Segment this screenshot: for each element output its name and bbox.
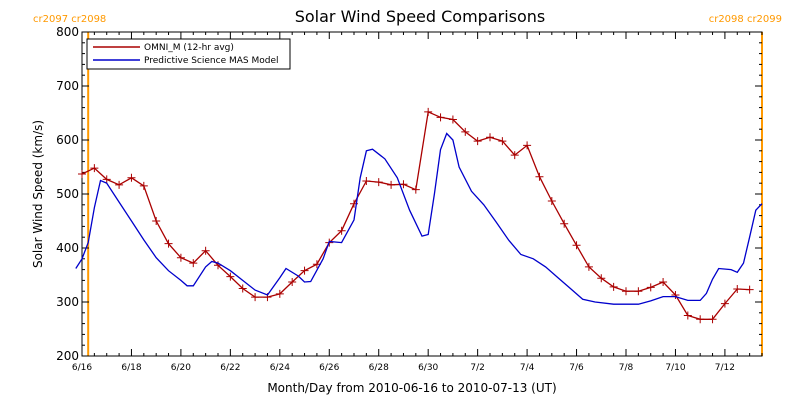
x-tick-label: 6/28 [369, 363, 389, 373]
data-point-marker [745, 285, 754, 294]
data-point-marker [201, 246, 210, 255]
data-point-marker [523, 141, 532, 150]
data-point-marker [251, 293, 260, 302]
data-point-marker [572, 241, 581, 250]
series-line-model [75, 132, 763, 305]
series-line-omni [81, 110, 750, 320]
series-layer [75, 107, 763, 324]
data-point-marker [288, 278, 297, 287]
data-point-marker [387, 180, 396, 189]
x-tick-label: 6/20 [171, 363, 191, 373]
data-point-marker [374, 178, 383, 187]
data-point-marker [189, 259, 198, 268]
x-tick-label: 6/24 [270, 363, 290, 373]
data-point-marker [164, 239, 173, 248]
data-point-marker [399, 180, 408, 189]
y-tick-label: 500 [56, 187, 79, 201]
data-point-marker [733, 285, 742, 294]
data-point-marker [78, 170, 86, 179]
data-point-marker [498, 137, 507, 146]
data-point-marker [720, 299, 729, 308]
data-point-marker [337, 226, 346, 235]
data-point-marker [411, 185, 420, 194]
data-point-marker [139, 181, 148, 190]
data-point-marker [238, 284, 247, 293]
data-point-marker [115, 180, 124, 189]
rotation-label: cr2098 cr2099 [709, 14, 782, 25]
data-point-marker [436, 113, 445, 122]
y-tick-label: 400 [56, 241, 79, 255]
x-tick-label: 6/26 [319, 363, 339, 373]
data-point-marker [683, 311, 692, 320]
y-axis: 200 300 400 500 600 700 800 [56, 25, 762, 363]
data-point-marker [547, 197, 556, 206]
legend-label-model: Predictive Science MAS Model [144, 56, 279, 66]
data-point-marker [696, 315, 705, 324]
data-point-marker [622, 287, 630, 296]
data-point-marker [362, 177, 371, 186]
plot-frame [81, 31, 763, 357]
x-tick-label: 7/12 [715, 363, 735, 373]
data-point-marker [176, 253, 185, 262]
x-tick-label: 6/22 [220, 363, 240, 373]
x-axis: 6/16 6/18 6/20 6/22 6/24 6/26 6/28 6/30 7/2 7/4 7/… [72, 32, 763, 373]
y-tick-label: 300 [56, 295, 79, 309]
data-point-marker [90, 164, 99, 173]
y-tick-label: 200 [56, 349, 79, 363]
data-point-marker [646, 283, 655, 292]
data-point-marker [448, 115, 457, 124]
data-point-marker [535, 172, 544, 181]
data-point-marker [597, 274, 606, 283]
x-tick-label: 6/16 [72, 363, 92, 373]
data-point-marker [659, 278, 668, 287]
data-point-marker [560, 219, 569, 228]
x-tick-label: 6/18 [121, 363, 141, 373]
legend-label-omni: OMNI_M (12-hr avg) [144, 43, 234, 53]
x-tick-label: 7/2 [470, 363, 484, 373]
data-point-marker [226, 272, 235, 281]
data-point-marker [152, 217, 161, 225]
data-point-marker [671, 290, 680, 299]
y-tick-label: 600 [56, 133, 79, 147]
x-tick-label: 6/30 [418, 363, 438, 373]
data-point-marker [584, 262, 593, 271]
x-tick-label: 7/4 [520, 363, 535, 373]
data-point-marker [634, 287, 643, 296]
data-point-marker [461, 127, 470, 136]
data-point-marker [275, 289, 284, 298]
y-tick-label: 800 [56, 25, 79, 39]
data-point-marker [424, 107, 433, 116]
x-tick-label: 7/8 [619, 363, 634, 373]
y-axis-label: Solar Wind Speed (km/s) [31, 120, 45, 268]
chart-title: Solar Wind Speed Comparisons [295, 7, 546, 26]
data-point-marker [708, 315, 717, 324]
data-point-marker [486, 133, 494, 142]
data-point-marker [609, 282, 618, 291]
data-point-marker [102, 175, 111, 184]
data-point-marker [510, 151, 519, 160]
legend: OMNI_M (12-hr avg) Predictive Science MA… [86, 38, 291, 70]
x-tick-label: 7/10 [665, 363, 685, 373]
data-point-marker [473, 137, 482, 146]
legend-box [86, 38, 291, 70]
data-point-marker [127, 173, 136, 182]
x-tick-label: 7/6 [569, 363, 584, 373]
data-point-marker [300, 266, 309, 275]
x-axis-label: Month/Day from 2010-06-16 to 2010-07-13 … [267, 381, 556, 395]
y-tick-label: 700 [56, 79, 79, 93]
rotation-label: cr2097 cr2098 [33, 14, 106, 25]
